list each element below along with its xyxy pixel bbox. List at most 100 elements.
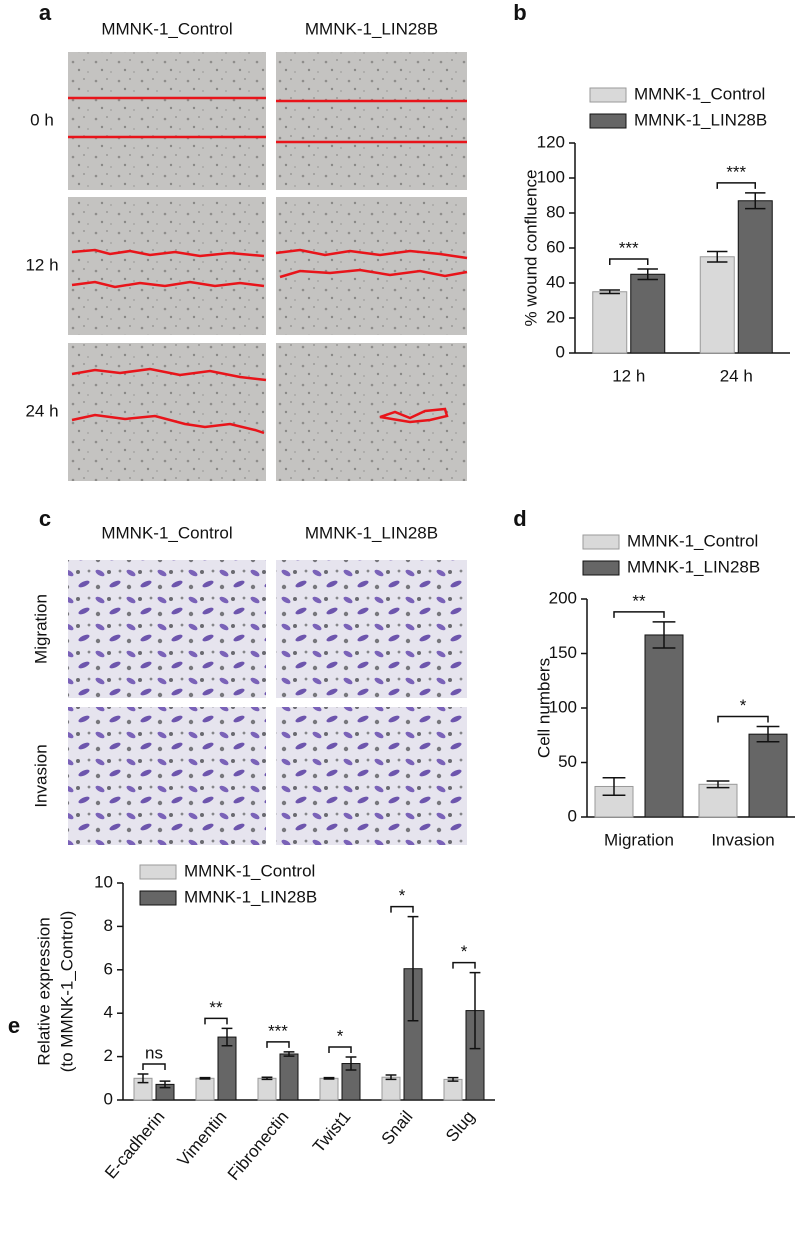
y-tick-label: 60 [546,237,565,256]
bar [279,1053,299,1101]
significance-bracket [452,961,476,969]
y-tick-label: 0 [104,1089,113,1108]
significance-label: * [399,886,406,905]
legend-label: MMNK-1_Control [184,861,315,880]
panel-label: e [8,1013,20,1038]
y-axis-label: Relative expression [34,917,53,1065]
wound-edge [71,367,267,382]
micrograph [276,560,467,698]
y-tick-label: 120 [537,132,565,151]
wound-edge [71,280,265,289]
error-bar [283,1051,295,1057]
error-bar [407,915,419,1022]
wound-edge [71,413,265,435]
legend-swatch [582,534,620,550]
x-tick-label: Slug [442,1107,478,1145]
significance-bracket [142,1063,166,1070]
y-tick-label: 40 [546,272,565,291]
micrograph [68,707,266,845]
legend-swatch [589,113,627,129]
significance-label: * [740,696,747,715]
bar [195,1077,215,1101]
y-tick-label: 0 [556,342,565,361]
row-label: Invasion [31,744,50,807]
micrograph [276,197,467,335]
bar [217,1036,237,1101]
x-tick-label: 12 h [612,366,645,385]
significance-bracket [204,1017,228,1025]
error-bar [385,1074,397,1081]
error-bar [137,1073,149,1084]
panel-label: d [513,506,526,531]
legend-swatch [582,560,620,576]
panel-label: c [39,506,51,531]
error-bar [447,1076,459,1082]
significance-label: ns [145,1043,163,1062]
y-axis-label: % wound confluence [521,170,540,327]
bar [319,1077,339,1101]
y-tick-label: 50 [558,752,577,771]
significance-bracket [390,905,414,913]
legend-label: MMNK-1_LIN28B [634,110,767,129]
micrograph [68,343,266,481]
micrograph [68,197,266,335]
wound-edge [71,248,265,258]
error-bar [323,1076,335,1080]
bar [381,1076,401,1101]
legend-swatch [589,87,627,103]
x-tick-label: Fibronectin [224,1107,293,1184]
bar [644,634,684,818]
x-tick-label: Snail [378,1107,417,1148]
panel-label: b [513,0,526,25]
error-bar [221,1027,233,1047]
column-label: MMNK-1_Control [101,19,232,38]
wound-edge [275,248,468,260]
bar [592,291,628,354]
x-tick-label: Migration [604,830,674,849]
significance-label: ** [209,998,223,1017]
row-label: 0 h [30,110,54,129]
significance-label: *** [268,1021,288,1040]
x-tick-label: Vimentin [174,1107,231,1170]
y-tick-label: 10 [94,872,113,891]
micrograph [276,707,467,845]
legend-label: MMNK-1_Control [627,531,758,550]
significance-label: *** [619,238,639,257]
error-bar [469,971,481,1050]
bar [443,1078,463,1101]
column-label: MMNK-1_LIN28B [305,19,438,38]
error-bar [637,268,658,281]
row-label: 12 h [25,255,58,274]
y-tick-label: 100 [537,167,565,186]
y-tick-label: 4 [104,1003,113,1022]
error-bar [706,780,730,789]
x-tick-label: 24 h [720,366,753,385]
error-bar [345,1056,357,1071]
y-tick-label: 0 [568,806,577,825]
error-bar [602,777,626,796]
y-axis-label: (to MMNK-1_Control) [57,911,76,1073]
column-label: MMNK-1_Control [101,523,232,542]
significance-bracket [609,258,649,265]
bar [698,783,738,818]
error-bar [261,1076,273,1081]
significance-bracket [613,611,665,618]
significance-label: ** [632,591,646,610]
y-tick-label: 100 [549,697,577,716]
bar [257,1077,277,1101]
legend-swatch [139,864,177,880]
significance-bracket [716,182,756,189]
legend-label: MMNK-1_Control [634,84,765,103]
significance-label: * [461,942,468,961]
legend-label: MMNK-1_LIN28B [627,557,760,576]
y-tick-label: 6 [104,959,113,978]
significance-bracket [717,715,769,723]
y-tick-label: 80 [546,202,565,221]
y-tick-label: 20 [546,307,565,326]
micrograph [68,52,266,190]
significance-label: *** [726,162,746,181]
y-tick-label: 8 [104,916,113,935]
significance-bracket [266,1041,290,1048]
wound-closure [379,407,449,424]
